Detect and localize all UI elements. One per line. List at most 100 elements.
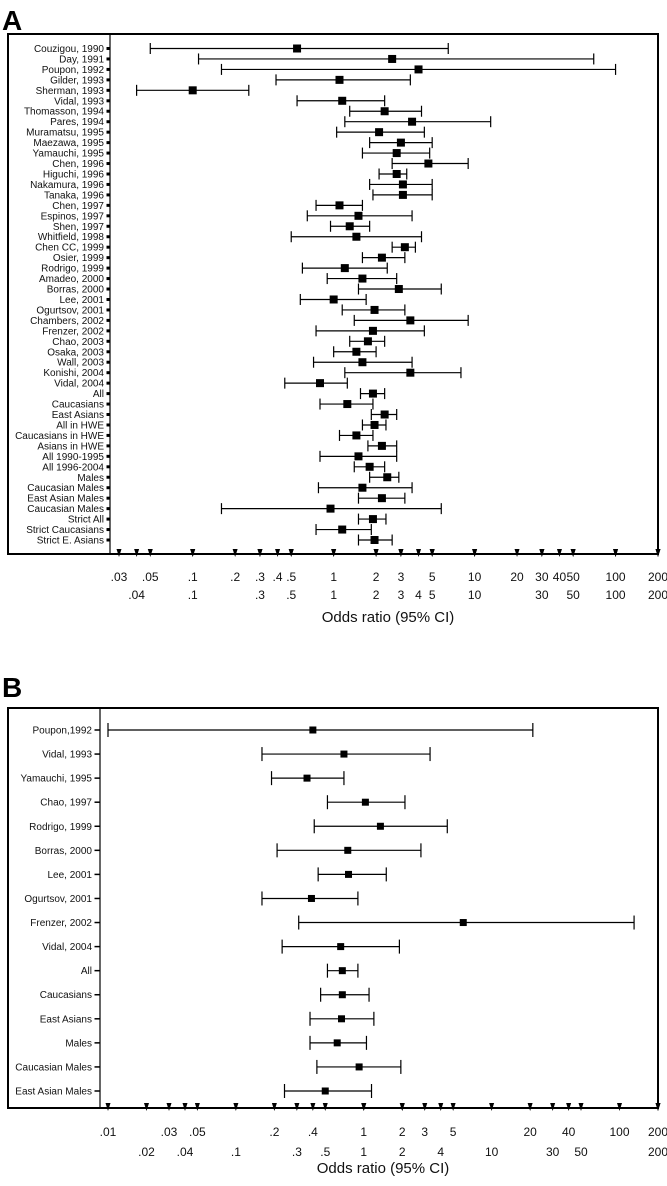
x-tick-label-top: 2 [373, 570, 380, 584]
forest-row [107, 723, 534, 737]
point-estimate [392, 149, 401, 158]
x-tick-mark [655, 549, 661, 557]
x-tick-mark [116, 549, 122, 557]
x-tick-mark [294, 1103, 300, 1111]
study-label: Osier, 1999 [53, 253, 105, 264]
point-estimate [408, 117, 417, 126]
forest-row [329, 220, 371, 232]
point-estimate [375, 128, 384, 137]
x-tick-mark [134, 549, 140, 557]
forest-row [261, 891, 359, 906]
study-label: Nakamura, 1996 [30, 180, 104, 191]
forest-row [369, 471, 400, 483]
forest-row [315, 524, 372, 536]
study-label: All 1990-1995 [42, 452, 104, 463]
forest-row [283, 1084, 373, 1098]
x-tick-label-bottom: 4 [437, 1145, 444, 1159]
x-tick-mark [331, 549, 337, 557]
forest-row [275, 74, 411, 86]
forest-row [306, 210, 413, 222]
x-tick-mark [190, 549, 196, 557]
study-label: Whitfield, 1998 [38, 232, 105, 243]
point-estimate [340, 750, 348, 758]
point-estimate [365, 462, 374, 471]
forest-row [298, 915, 635, 930]
forest-row [349, 335, 386, 347]
study-label: Higuchi, 1996 [43, 169, 105, 180]
study-label: Gilder, 1993 [50, 75, 104, 86]
x-tick-mark [489, 1103, 495, 1111]
x-tick-label-top: 5 [450, 1125, 457, 1139]
forest-row [296, 95, 386, 107]
panel-b-rows [94, 723, 635, 1098]
point-estimate [380, 107, 389, 116]
x-tick-label-top: 40 [553, 570, 567, 584]
x-tick-mark [438, 1103, 444, 1111]
x-tick-label-bottom: 50 [574, 1145, 588, 1159]
forest-row [369, 178, 433, 190]
forest-row [357, 513, 387, 525]
x-tick-label-bottom: 30 [546, 1145, 560, 1159]
study-label: Chao, 2003 [52, 337, 104, 348]
study-label: East Asians [52, 410, 104, 421]
point-estimate [354, 211, 363, 220]
study-label: Rodrigo, 1999 [29, 822, 92, 833]
x-tick-mark [399, 1103, 405, 1111]
study-label: Thomasson, 1994 [24, 107, 104, 118]
x-tick-mark [550, 1103, 556, 1111]
study-label: Poupon,1992 [32, 726, 92, 737]
x-tick-mark [527, 1103, 533, 1111]
point-estimate [340, 264, 349, 273]
forest-row [301, 262, 388, 274]
point-estimate [459, 919, 467, 927]
study-label: Konishi, 2004 [43, 368, 104, 379]
forest-row [326, 963, 359, 978]
forest-row [359, 388, 386, 400]
point-estimate [392, 169, 401, 178]
x-tick-mark [166, 1103, 172, 1111]
forest-row [361, 147, 431, 159]
point-estimate [358, 358, 367, 367]
study-label: Chambers, 2002 [30, 316, 104, 327]
study-label: All [81, 966, 92, 977]
x-tick-label-top: 3 [398, 570, 405, 584]
study-label: East Asian Males [15, 1087, 92, 1098]
forest-row [372, 189, 433, 201]
point-estimate [377, 253, 386, 262]
study-label: Strict E. Asians [37, 536, 104, 547]
point-estimate [315, 379, 324, 388]
x-tick-label-top: 10 [468, 570, 482, 584]
x-tick-mark [422, 1103, 428, 1111]
x-tick-mark [194, 1103, 200, 1111]
panel-a-x-title: Odds ratio (95% CI) [322, 609, 455, 626]
study-label: Chen CC, 1999 [35, 243, 104, 254]
forest-row [349, 105, 423, 117]
x-tick-mark [450, 1103, 456, 1111]
point-estimate [394, 285, 403, 294]
x-tick-label-bottom: 10 [485, 1145, 499, 1159]
forest-row [315, 199, 364, 211]
x-tick-label-top: .01 [100, 1125, 117, 1139]
x-tick-label-top: 2 [399, 1125, 406, 1139]
forest-row [299, 293, 367, 305]
x-tick-mark [429, 549, 435, 557]
study-label: Strict Caucasians [26, 525, 104, 536]
x-tick-label-top: 40 [562, 1125, 576, 1139]
study-label: Yamauchi, 1995 [20, 774, 92, 785]
forest-row [326, 795, 406, 810]
point-estimate [352, 431, 361, 440]
x-tick-label-bottom: 30 [535, 588, 549, 602]
x-tick-label-bottom: 10 [468, 588, 482, 602]
x-tick-mark [143, 1103, 149, 1111]
forest-row [353, 314, 469, 326]
x-tick-label-top: 20 [510, 570, 524, 584]
panel-b-frame [7, 707, 659, 1109]
x-tick-label-bottom: 2 [399, 1145, 406, 1159]
study-label: Chao, 1997 [40, 798, 92, 809]
point-estimate [188, 86, 197, 95]
point-estimate [370, 420, 379, 429]
study-label: All [93, 389, 104, 400]
point-estimate [335, 75, 344, 84]
